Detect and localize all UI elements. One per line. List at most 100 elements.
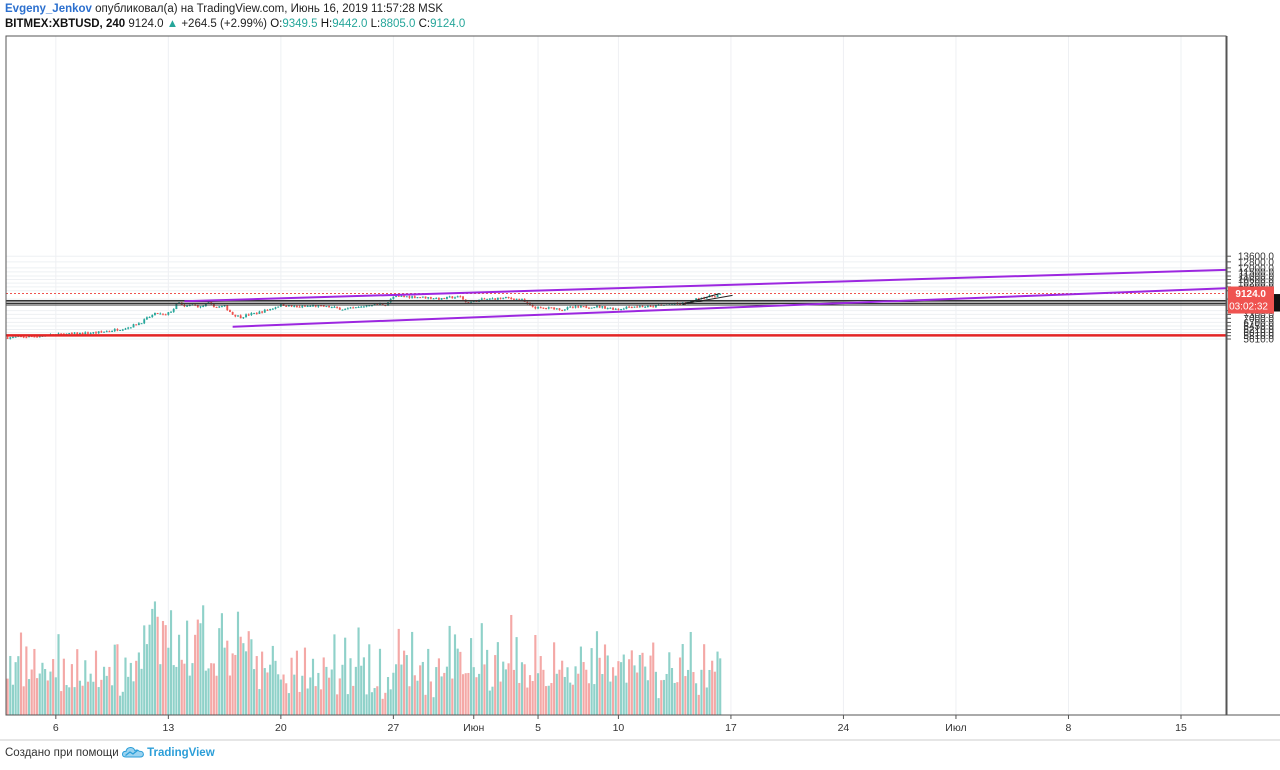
candle-body bbox=[625, 306, 628, 309]
candle-body bbox=[145, 317, 148, 320]
candle-body bbox=[341, 309, 344, 311]
candle-body bbox=[395, 295, 397, 297]
volume-bar bbox=[697, 694, 700, 715]
candle-body bbox=[293, 305, 296, 307]
volume-bar bbox=[652, 642, 655, 715]
candle-body bbox=[486, 299, 489, 301]
volume-bar bbox=[151, 608, 154, 715]
volume-bar bbox=[242, 643, 245, 715]
volume-bar bbox=[558, 669, 561, 715]
volume-bar bbox=[678, 657, 682, 715]
volume-bar bbox=[681, 644, 684, 715]
volume-bar bbox=[429, 681, 432, 715]
candle-body bbox=[679, 303, 681, 305]
candle-body bbox=[159, 313, 162, 315]
candle-body bbox=[215, 306, 218, 308]
candle-body bbox=[156, 313, 159, 315]
volume-bar bbox=[236, 611, 240, 715]
candle-body bbox=[92, 332, 95, 334]
volume-bar bbox=[215, 675, 218, 715]
tradingview-brand[interactable]: TradingView bbox=[147, 747, 215, 759]
candle-body bbox=[113, 329, 116, 332]
candle-body bbox=[507, 297, 510, 299]
volume-bar bbox=[673, 682, 676, 715]
candle-body bbox=[239, 315, 242, 319]
candle-body bbox=[424, 296, 427, 299]
volume-bar bbox=[344, 637, 347, 715]
candle-body bbox=[87, 332, 89, 334]
candle-body bbox=[598, 305, 601, 308]
volume-bar bbox=[566, 667, 569, 715]
volume-bar bbox=[397, 628, 400, 715]
candle-body bbox=[360, 306, 363, 308]
price-tick-label: 6700.0 bbox=[1243, 318, 1274, 329]
publish-info: опубликовал(а) на TradingView.com, Июнь … bbox=[95, 3, 444, 15]
candle-body bbox=[365, 305, 368, 307]
volume-bar bbox=[81, 685, 84, 715]
volume-bar bbox=[121, 691, 124, 715]
volume-bar bbox=[499, 681, 502, 715]
volume-bar bbox=[204, 670, 207, 715]
volume-bars bbox=[6, 601, 722, 715]
countdown-label: 03:02:32 bbox=[1229, 302, 1268, 313]
volume-bar bbox=[504, 669, 507, 715]
candle-body bbox=[545, 307, 548, 309]
candle-body bbox=[258, 311, 261, 314]
volume-bar bbox=[161, 620, 165, 715]
candle-body bbox=[542, 307, 545, 309]
volume-bar bbox=[38, 673, 41, 715]
open-value: 9349.5 bbox=[282, 18, 318, 30]
candle-body bbox=[574, 306, 577, 308]
volume-bar bbox=[196, 619, 199, 715]
price-tick-label: 10200.0 bbox=[1238, 279, 1275, 290]
candle-body bbox=[148, 316, 151, 318]
volume-bar bbox=[440, 676, 443, 715]
volume-bar bbox=[11, 684, 15, 715]
candle-body bbox=[566, 307, 569, 310]
volume-bar bbox=[360, 665, 363, 715]
candle-body bbox=[403, 295, 406, 297]
volume-bar bbox=[705, 687, 708, 715]
candle-body bbox=[325, 306, 328, 308]
candle-body bbox=[483, 298, 486, 300]
volume-bar bbox=[119, 695, 122, 715]
candle-body bbox=[558, 308, 561, 310]
volume-bar bbox=[301, 675, 304, 715]
candle-body bbox=[713, 296, 716, 298]
volume-bar bbox=[478, 673, 481, 715]
volume-bar bbox=[451, 678, 454, 715]
author-link[interactable]: Evgeny_Jenkov bbox=[5, 3, 92, 15]
volume-bar bbox=[258, 689, 261, 715]
candle-body bbox=[371, 305, 373, 307]
volume-bar bbox=[636, 672, 639, 715]
candle-body bbox=[504, 297, 507, 299]
candle-body bbox=[550, 307, 553, 309]
volume-bar bbox=[595, 631, 599, 715]
price-axis[interactable]: 13600.012800.012000.011500.011000.010600… bbox=[1227, 252, 1280, 346]
volume-bar bbox=[660, 680, 663, 715]
volume-bar bbox=[124, 657, 127, 715]
volume-bar bbox=[317, 672, 320, 715]
candle-body bbox=[143, 319, 146, 324]
candle-body bbox=[652, 306, 655, 308]
volume-bar bbox=[164, 625, 167, 715]
candle-body bbox=[411, 296, 414, 298]
candle-body bbox=[338, 307, 341, 310]
volume-bar bbox=[140, 668, 143, 715]
candle-body bbox=[612, 307, 614, 310]
candle-body bbox=[223, 305, 226, 307]
volume-bar bbox=[665, 673, 668, 715]
chart-grid bbox=[6, 36, 1226, 715]
volume-bar bbox=[113, 644, 116, 715]
time-axis[interactable]: 6 13 20 27 Июн 5 10 17 24 Июл 8 15 bbox=[53, 715, 1187, 734]
volume-bar bbox=[427, 648, 430, 715]
volume-bar bbox=[111, 685, 114, 715]
candle-body bbox=[547, 307, 550, 309]
candle-body bbox=[172, 309, 175, 312]
volume-bar bbox=[373, 688, 376, 715]
candle-body bbox=[103, 331, 105, 333]
trend-line bbox=[682, 294, 733, 305]
candle-body bbox=[413, 296, 416, 298]
volume-bar bbox=[328, 677, 331, 715]
